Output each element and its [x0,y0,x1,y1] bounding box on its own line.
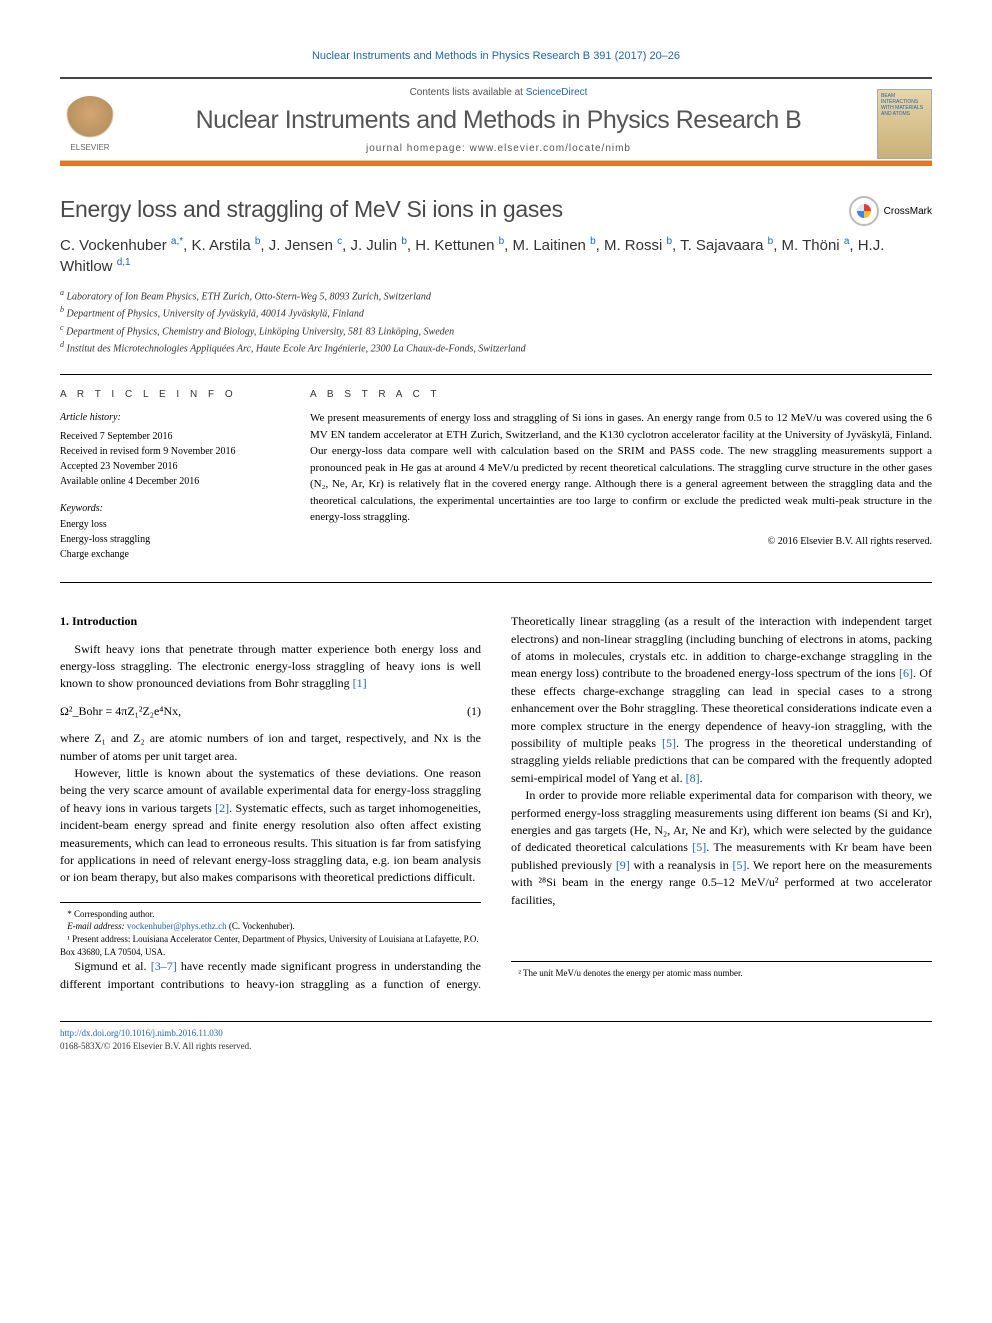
keywords-label: Keywords: [60,503,280,514]
history-item: Received in revised form 9 November 2016 [60,444,280,459]
p1: Swift heavy ions that penetrate through … [60,642,481,691]
header-citation: Nuclear Instruments and Methods in Physi… [60,50,932,62]
history-item: Accepted 23 November 2016 [60,459,280,474]
body-text: 1. Introduction Swift heavy ions that pe… [60,613,932,993]
equation-1: Ω²_Bohr = 4πZ₁²Z₂e⁴Nx, (1) [60,703,481,720]
authors: C. Vockenhuber a,*, K. Arstila b, J. Jen… [60,235,932,277]
divider-bottom [60,582,932,583]
ref-5b[interactable]: [5] [692,840,706,854]
abstract-text: We present measurements of energy loss a… [310,410,932,526]
divider-top [60,374,932,375]
ref-5c[interactable]: [5] [733,858,747,872]
elsevier-tree-icon [65,96,115,141]
history-item: Received 7 September 2016 [60,429,280,444]
elsevier-logo: ELSEVIER [60,89,120,159]
journal-cover-thumb: BEAM INTERACTIONS WITH MATERIALS AND ATO… [877,89,932,159]
contents-line: Contents lists available at ScienceDirec… [135,87,862,98]
ref-1[interactable]: [1] [353,676,367,690]
journal-name: Nuclear Instruments and Methods in Physi… [135,106,862,135]
footnotes-left: * Corresponding author. E-mail address: … [60,902,481,958]
affiliation: a Laboratory of Ion Beam Physics, ETH Zu… [60,287,932,304]
p5c: with a reanalysis in [630,858,733,872]
contents-prefix: Contents lists available at [410,87,526,98]
issn-copyright: 0168-583X/© 2016 Elsevier B.V. All right… [60,1041,251,1051]
affiliation: c Department of Physics, Chemistry and B… [60,322,932,339]
journal-homepage: journal homepage: www.elsevier.com/locat… [135,143,862,154]
eq1-body: Ω²_Bohr = 4πZ₁²Z₂e⁴Nx, [60,703,181,720]
fn-email[interactable]: vockenhuber@phys.ethz.ch [127,921,227,931]
ref-8[interactable]: [8] [686,771,700,785]
page-footer: http://dx.doi.org/10.1016/j.nimb.2016.11… [60,1021,932,1052]
homepage-url[interactable]: www.elsevier.com/locate/nimb [470,143,631,154]
affiliation: d Institut des Microtechnologies Appliqu… [60,339,932,356]
section-1-heading: 1. Introduction [60,613,481,630]
homepage-prefix: journal homepage: [366,143,470,154]
fn-corr: * Corresponding author. [60,908,481,921]
crossmark-label: CrossMark [884,206,932,217]
keyword: Energy-loss straggling [60,532,280,547]
ref-3-7[interactable]: [3–7] [151,959,177,973]
footnotes-right: ² The unit MeV/u denotes the energy per … [511,961,932,980]
history-label: Article history: [60,410,280,425]
p4e: . [700,771,703,785]
crossmark[interactable]: CrossMark [849,196,932,226]
p2: where Z₁ and Z₂ are atomic numbers of io… [60,730,481,765]
fn-email-suffix: (C. Vockenhuber). [227,921,295,931]
eq1-num: (1) [467,703,481,720]
masthead: ELSEVIER Contents lists available at Sci… [60,77,932,161]
affiliation: b Department of Physics, University of J… [60,304,932,321]
fn-2: ² The unit MeV/u denotes the energy per … [511,967,932,980]
article-info-label: A R T I C L E I N F O [60,389,280,400]
fn-1: ¹ Present address: Louisiana Accelerator… [60,933,481,958]
abstract-copyright: © 2016 Elsevier B.V. All rights reserved… [310,536,932,547]
ref-2[interactable]: [2] [215,801,229,815]
crossmark-badge-icon [849,196,879,226]
history-item: Available online 4 December 2016 [60,474,280,489]
keyword: Charge exchange [60,547,280,562]
p4a: Sigmund et al. [74,959,150,973]
ref-6[interactable]: [6] [899,666,913,680]
ref-5a[interactable]: [5] [662,736,676,750]
doi-link[interactable]: http://dx.doi.org/10.1016/j.nimb.2016.11… [60,1028,223,1038]
orange-bar [60,161,932,166]
elsevier-text: ELSEVIER [70,143,109,152]
affiliations: a Laboratory of Ion Beam Physics, ETH Zu… [60,287,932,356]
sciencedirect-link[interactable]: ScienceDirect [526,87,588,98]
abstract-label: A B S T R A C T [310,389,932,400]
ref-9[interactable]: [9] [616,858,630,872]
keyword: Energy loss [60,517,280,532]
article-title: Energy loss and straggling of MeV Si ion… [60,196,932,223]
fn-email-label: E-mail address: [67,921,127,931]
